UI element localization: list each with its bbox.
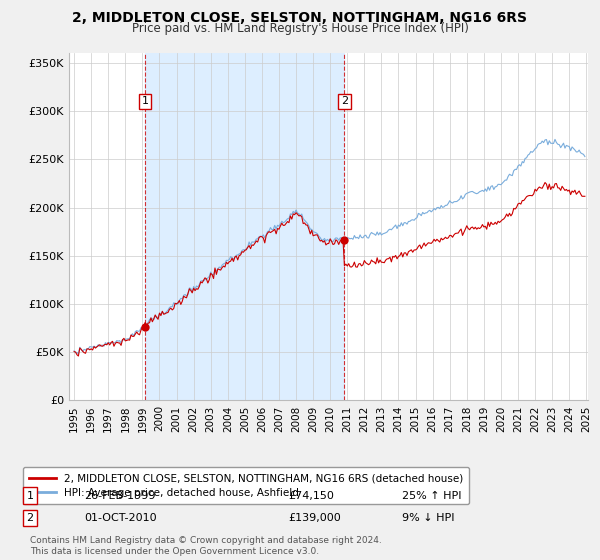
- Text: 1: 1: [142, 96, 148, 106]
- Text: 2, MIDDLETON CLOSE, SELSTON, NOTTINGHAM, NG16 6RS: 2, MIDDLETON CLOSE, SELSTON, NOTTINGHAM,…: [73, 11, 527, 25]
- Text: 26-FEB-1999: 26-FEB-1999: [84, 491, 155, 501]
- Bar: [145, 53, 344, 400]
- Text: 2: 2: [26, 513, 34, 523]
- Text: Price paid vs. HM Land Registry's House Price Index (HPI): Price paid vs. HM Land Registry's House …: [131, 22, 469, 35]
- Text: Contains HM Land Registry data © Crown copyright and database right 2024.
This d: Contains HM Land Registry data © Crown c…: [30, 536, 382, 556]
- Text: 1: 1: [26, 491, 34, 501]
- Text: 25% ↑ HPI: 25% ↑ HPI: [402, 491, 461, 501]
- Text: 2: 2: [341, 96, 348, 106]
- Text: £139,000: £139,000: [288, 513, 341, 523]
- Legend: 2, MIDDLETON CLOSE, SELSTON, NOTTINGHAM, NG16 6RS (detached house), HPI: Average: 2, MIDDLETON CLOSE, SELSTON, NOTTINGHAM,…: [23, 467, 469, 504]
- Text: 01-OCT-2010: 01-OCT-2010: [84, 513, 157, 523]
- Text: 9% ↓ HPI: 9% ↓ HPI: [402, 513, 455, 523]
- Text: £74,150: £74,150: [288, 491, 334, 501]
